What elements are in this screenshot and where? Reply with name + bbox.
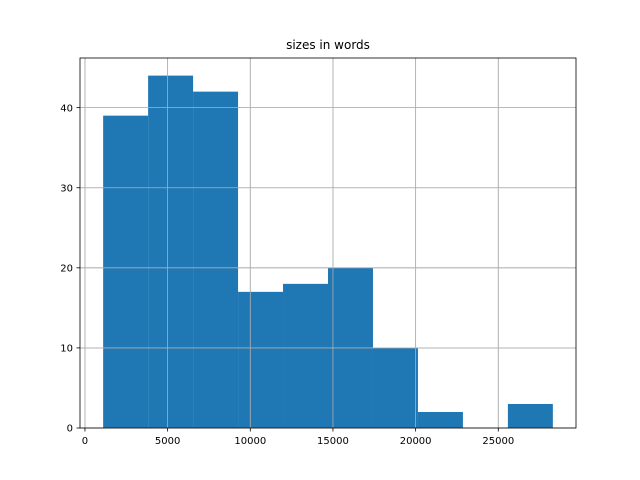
x-tick-label-1: 5000	[155, 436, 180, 447]
chart-title: sizes in words	[286, 38, 370, 52]
histogram-bar-0	[103, 115, 149, 428]
y-tick-label-4: 40	[60, 103, 73, 114]
histogram-bar-3	[238, 291, 284, 428]
y-axis-ticks: 0 10 20 30 40	[60, 103, 80, 435]
x-axis-ticks: 0 5000 10000 15000 20000 25000	[82, 428, 514, 447]
histogram-bar-4	[283, 283, 328, 428]
y-tick-label-0: 0	[67, 424, 73, 435]
x-tick-label-5: 25000	[482, 436, 514, 447]
x-tick-label-4: 20000	[400, 436, 432, 447]
axes-frame	[79, 57, 577, 429]
histogram-bar-7	[417, 411, 463, 428]
histogram-bar-6	[372, 347, 418, 428]
histogram-bar-9	[507, 403, 553, 428]
y-tick-label-2: 20	[60, 263, 73, 274]
x-tick-label-0: 0	[82, 436, 88, 447]
histogram-bars	[103, 75, 553, 429]
x-tick-label-2: 10000	[234, 436, 266, 447]
y-tick-label-1: 10	[60, 344, 73, 355]
histogram-bar-1	[148, 75, 194, 428]
y-tick-label-3: 30	[60, 183, 73, 194]
x-tick-label-3: 15000	[317, 436, 349, 447]
histogram-bar-2	[193, 91, 239, 429]
